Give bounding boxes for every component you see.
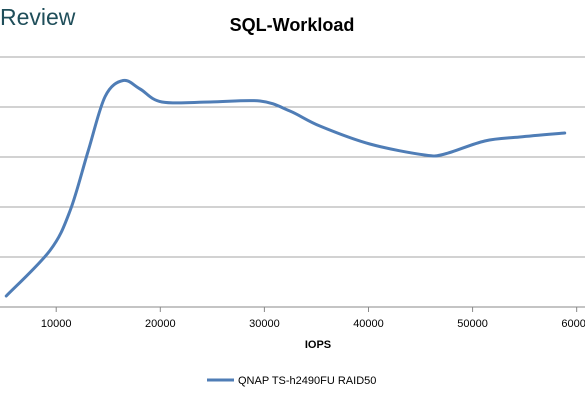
- x-tick-label: 50000: [457, 318, 488, 330]
- x-tick-label: 40000: [353, 318, 384, 330]
- x-axis-label: IOPS: [305, 339, 331, 351]
- chart-title: SQL-Workload: [230, 15, 355, 35]
- legend-label: QNAP TS-h2490FU RAID50: [238, 375, 376, 387]
- x-tick-label: 20000: [145, 318, 176, 330]
- series-line: [4, 78, 567, 298]
- logo: Review: [0, 4, 76, 30]
- x-tick-label: 30000: [249, 318, 280, 330]
- x-tick-label: 10000: [41, 318, 72, 330]
- x-tick-label: 60000: [561, 318, 585, 330]
